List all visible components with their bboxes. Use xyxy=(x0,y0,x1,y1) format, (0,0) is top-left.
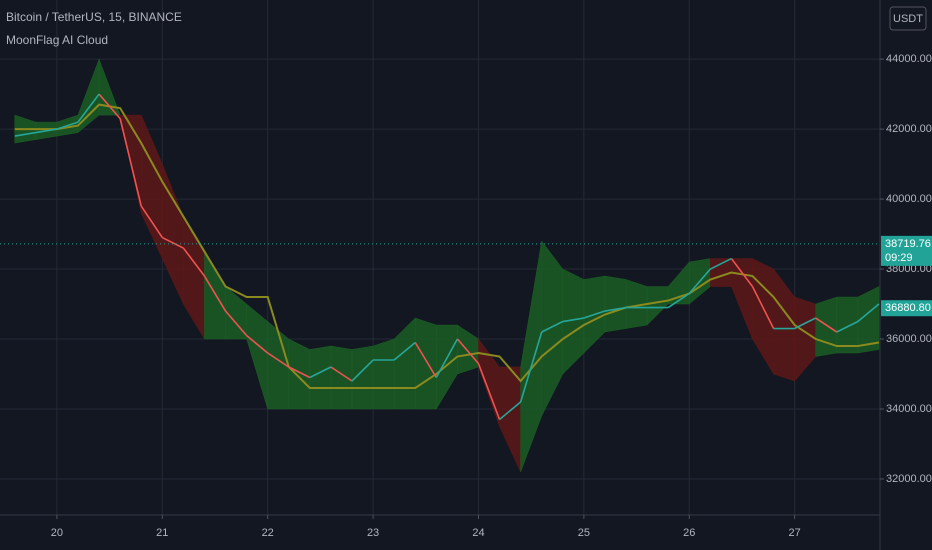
y-tick-label: 44000.00 xyxy=(886,53,932,65)
price-segment xyxy=(836,320,859,333)
price-segment xyxy=(351,359,374,382)
price-segment xyxy=(330,366,353,382)
price-segment xyxy=(246,334,269,354)
price-segment xyxy=(77,93,100,123)
price-segment xyxy=(414,342,437,378)
y-tick-label: 38000.00 xyxy=(886,263,932,275)
price-segment xyxy=(393,341,416,361)
cloud-segment xyxy=(604,275,627,333)
currency-label[interactable]: USDT xyxy=(893,13,923,25)
price-segment xyxy=(583,310,606,319)
price-segment xyxy=(541,320,564,333)
price-segment xyxy=(815,317,838,333)
price-segment xyxy=(267,352,290,368)
y-tick-label: 42000.00 xyxy=(886,123,932,135)
price-segment xyxy=(161,236,184,249)
cloud-segment xyxy=(857,286,880,354)
price-segment xyxy=(56,121,79,130)
y-tick-label: 40000.00 xyxy=(886,193,932,205)
price-label: 38719.76 xyxy=(885,238,931,250)
x-tick-label: 20 xyxy=(51,527,63,539)
price-label: 36880.80 xyxy=(885,302,931,314)
x-tick-label: 25 xyxy=(578,527,590,539)
price-segment xyxy=(477,363,501,420)
cloud-segment xyxy=(288,338,311,410)
price-segment xyxy=(730,258,754,288)
price-segment xyxy=(456,338,480,365)
price-segment xyxy=(794,317,817,330)
price-segment xyxy=(288,366,311,379)
cloud-segment xyxy=(330,345,353,410)
price-segment xyxy=(519,331,543,403)
cloud-segment xyxy=(309,345,332,410)
price-segment xyxy=(857,303,880,323)
price-segment xyxy=(224,310,248,337)
price-segment xyxy=(667,292,690,309)
price-segment xyxy=(751,286,775,329)
price-segment xyxy=(688,268,711,295)
currency-button[interactable] xyxy=(889,6,927,31)
x-tick-label: 23 xyxy=(367,527,379,539)
price-segment xyxy=(203,275,227,312)
price-segment xyxy=(182,247,206,277)
cloud-segment xyxy=(815,296,838,357)
price-label-box xyxy=(881,235,932,266)
indicator-title: MoonFlag AI Cloud xyxy=(6,33,108,47)
price-segment xyxy=(435,338,459,378)
price-segment xyxy=(604,306,627,312)
cloud-segment xyxy=(372,338,395,410)
x-tick-label: 24 xyxy=(472,527,484,539)
price-segment xyxy=(499,401,522,421)
cloud-segment xyxy=(836,296,859,354)
price-segment xyxy=(709,257,732,270)
price-segment xyxy=(562,317,584,323)
price-segment xyxy=(309,366,332,379)
x-tick-label: 22 xyxy=(262,527,274,539)
plot xyxy=(0,0,880,515)
y-tick-label: 36000.00 xyxy=(886,333,932,345)
price-segment xyxy=(98,93,121,120)
price-segment xyxy=(140,205,163,239)
price-segment xyxy=(35,128,58,134)
y-tick-label: 32000.00 xyxy=(886,473,932,485)
x-tick-label: 26 xyxy=(683,527,695,539)
y-tick-label: 34000.00 xyxy=(886,403,932,415)
price-segment xyxy=(14,131,36,137)
x-tick-label: 27 xyxy=(789,527,801,539)
cloud-segment xyxy=(414,317,437,410)
symbol-title: Bitcoin / TetherUS, 15, BINANCE xyxy=(6,10,182,24)
midline xyxy=(14,103,880,389)
x-tick-label: 21 xyxy=(156,527,168,539)
price-countdown: 09:29 xyxy=(885,252,913,264)
price-label-box xyxy=(881,300,932,317)
price-segment xyxy=(119,118,142,207)
